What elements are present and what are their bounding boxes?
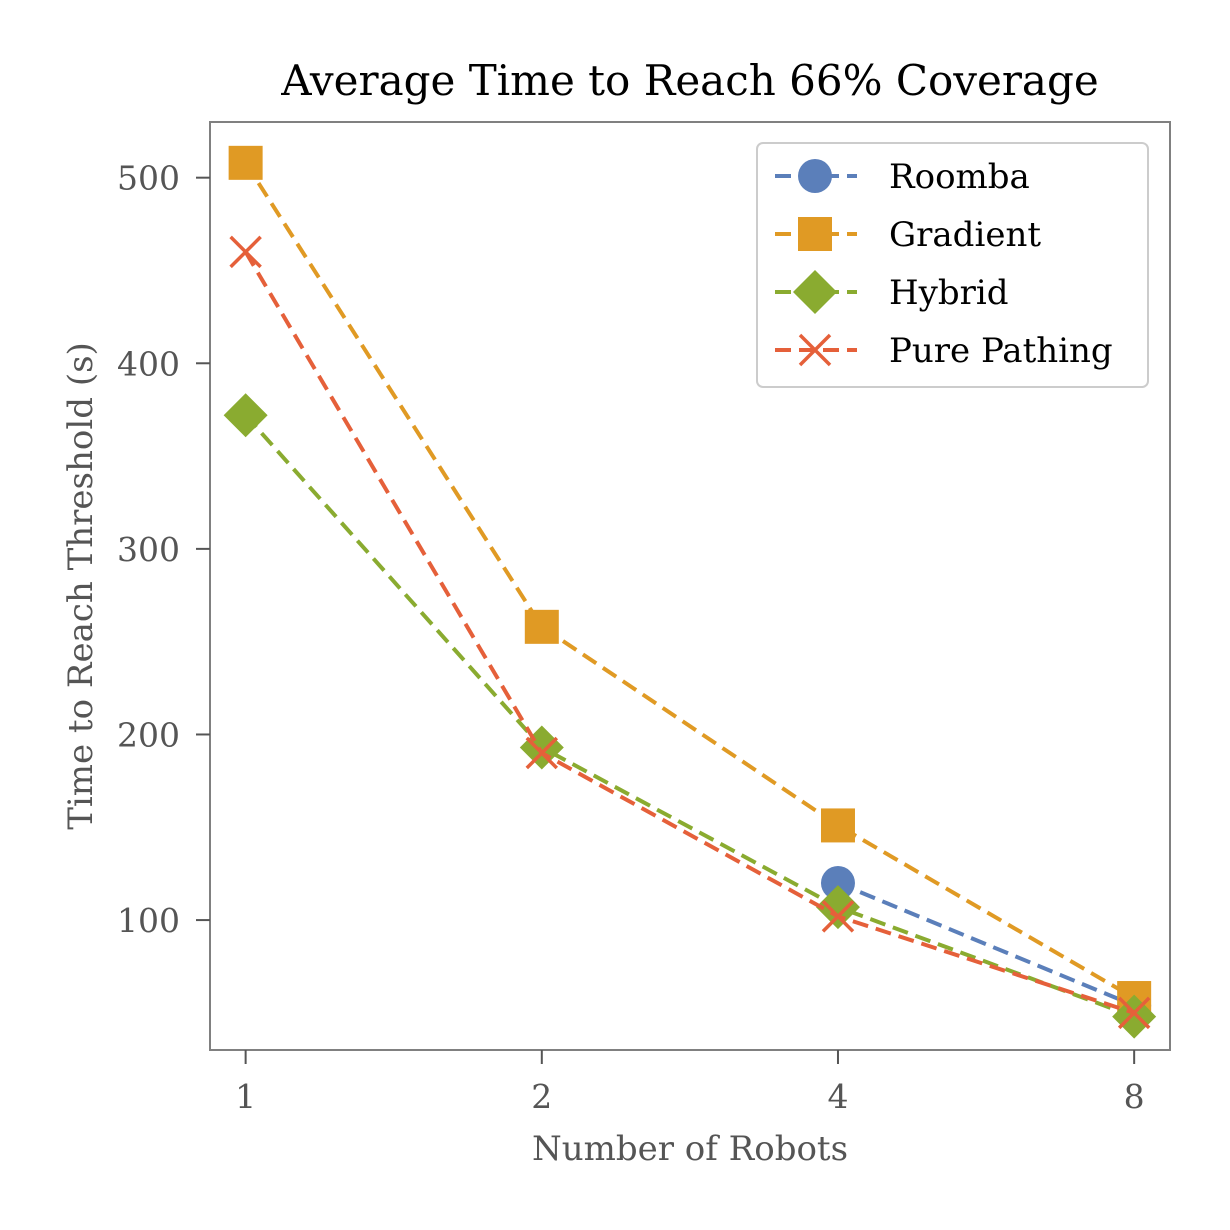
y-tick-label: 400	[117, 344, 180, 383]
legend-label: Hybrid	[889, 273, 1009, 313]
y-tick-label: 200	[117, 715, 180, 754]
y-tick-label: 500	[117, 159, 180, 198]
legend-label: Pure Pathing	[889, 331, 1113, 371]
legend-item-hybrid: Hybrid	[775, 270, 1009, 314]
data-point-pure-pathing	[525, 736, 559, 770]
data-point-hybrid	[223, 393, 268, 438]
series-pure-pathing	[229, 235, 1151, 1030]
data-point-hybrid	[1112, 994, 1157, 1039]
data-point-gradient	[820, 808, 855, 843]
legend-item-pure-pathing: Pure Pathing	[775, 331, 1113, 371]
series-line-gradient	[243, 161, 1136, 1000]
series-layer	[223, 145, 1157, 1039]
data-point-roomba	[820, 865, 855, 900]
legend-marker	[798, 159, 832, 193]
series-line-roomba	[837, 881, 1135, 1008]
x-tick-label: 4	[827, 1077, 848, 1116]
legend-marker	[793, 270, 837, 314]
legend-marker	[798, 217, 832, 251]
legend-item-gradient: Gradient	[775, 215, 1041, 255]
data-point-pure-pathing	[229, 235, 262, 269]
x-tick-label: 2	[531, 1077, 552, 1116]
series-hybrid	[223, 393, 1157, 1039]
legend-label: Roomba	[889, 157, 1030, 197]
legend-box	[756, 142, 1149, 388]
legend-marker	[798, 333, 832, 367]
y-axis-label: Time to Reach Threshold (s)	[61, 342, 101, 830]
series-roomba	[820, 865, 1152, 1023]
legend-item-roomba: Roomba	[775, 157, 1030, 197]
y-tick-label: 100	[117, 901, 180, 940]
plot-frame	[209, 121, 1171, 1051]
data-point-pure-pathing	[1117, 996, 1151, 1030]
data-point-hybrid	[815, 885, 860, 930]
chart-title: Average Time to Reach 66% Coverage	[280, 56, 1098, 105]
x-axis: 1 2 4 8	[235, 1050, 1145, 1116]
legend-label: Gradient	[889, 215, 1041, 255]
legend: Roomba Gradient Hybrid Pure Pathing	[756, 142, 1149, 388]
y-tick-label: 300	[117, 530, 180, 569]
series-line-pure-pathing	[243, 250, 1135, 1015]
series-line-hybrid	[244, 413, 1135, 1019]
x-tick-label: 8	[1124, 1077, 1145, 1116]
x-tick-label: 1	[235, 1077, 256, 1116]
x-axis-label: Number of Robots	[532, 1129, 848, 1169]
data-point-pure-pathing	[821, 900, 855, 933]
series-gradient	[228, 145, 1152, 1016]
data-point-gradient	[228, 145, 263, 180]
data-point-gradient	[524, 609, 559, 644]
y-axis: 100 200 300 400 500	[117, 159, 210, 940]
